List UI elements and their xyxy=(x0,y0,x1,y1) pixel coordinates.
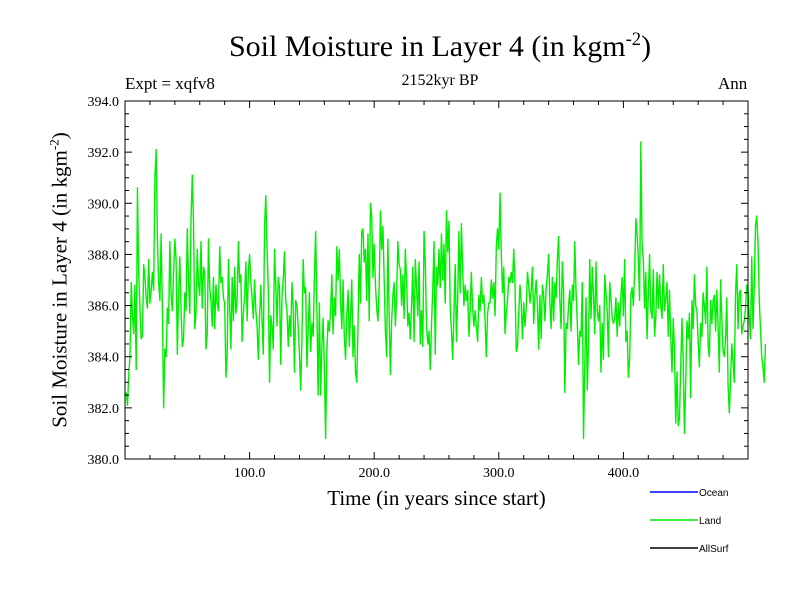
x-tick-label: 400.0 xyxy=(608,466,640,481)
chart-subtitle: 2152kyr BP xyxy=(401,72,479,89)
y-tick-label: 380.0 xyxy=(88,453,120,468)
x-tick-label: 100.0 xyxy=(234,466,266,481)
legend-label-ocean: Ocean xyxy=(699,488,728,499)
y-tick-label: 390.0 xyxy=(88,197,120,212)
x-tick-label: 200.0 xyxy=(358,466,390,481)
y-tick-label: 388.0 xyxy=(88,248,120,263)
chart-title: Soil Moisture in Layer 4 (in kgm-2) xyxy=(228,29,652,63)
x-axis-label: Time (in years since start) xyxy=(327,486,546,510)
y-tick-label: 382.0 xyxy=(88,402,120,417)
season-label: Ann xyxy=(718,74,748,93)
y-tick-label: 384.0 xyxy=(88,351,120,366)
expt-label: Expt = xqfv8 xyxy=(125,74,215,93)
y-tick-label: 392.0 xyxy=(88,146,120,161)
y-tick-label: 386.0 xyxy=(88,300,120,315)
y-tick-label: 394.0 xyxy=(88,95,120,110)
x-tick-label: 300.0 xyxy=(483,466,515,481)
legend-label-land: Land xyxy=(699,516,721,527)
legend-label-allsurf: AllSurf xyxy=(699,544,729,555)
series-line-land xyxy=(125,141,767,440)
